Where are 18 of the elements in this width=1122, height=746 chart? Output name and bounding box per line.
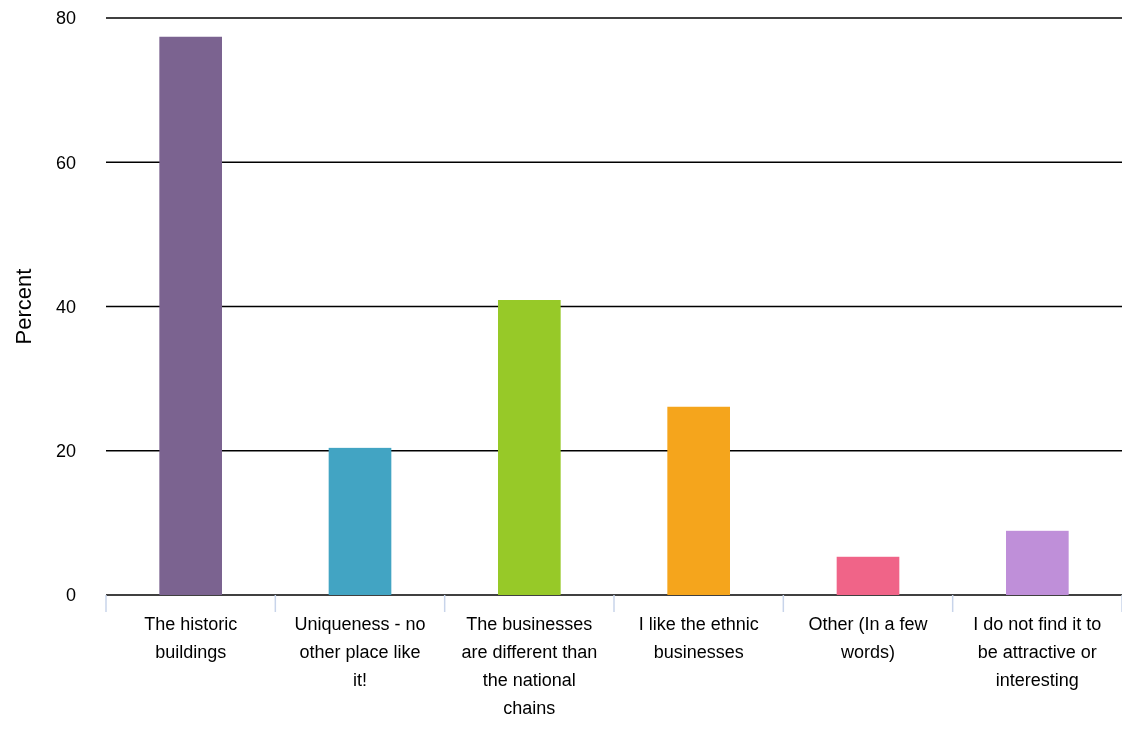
y-tick-label: 0 [65,585,76,606]
y-tick-label: 20 [55,441,76,462]
bar [667,406,730,595]
bar [328,447,392,595]
bar [836,556,900,595]
x-tick-label: Other (In a few words) [808,614,929,662]
x-tick-label: I do not find it to be attractive or interesting [973,614,1102,690]
y-tick-label: 60 [55,152,76,173]
y-tick-label: 80 [55,8,76,29]
x-tick-label: I like the ethnic businesses [638,614,759,662]
y-axis-title: Percent [11,268,36,345]
bar [159,36,222,595]
bar [1006,530,1069,595]
y-tick-label: 40 [55,296,76,317]
x-tick-label: The historic buildings [144,614,238,662]
x-tick-label: The businesses are different than the national chains [461,614,598,718]
x-tick-label: Uniqueness - no other place like it! [294,614,426,690]
bar [498,300,561,595]
